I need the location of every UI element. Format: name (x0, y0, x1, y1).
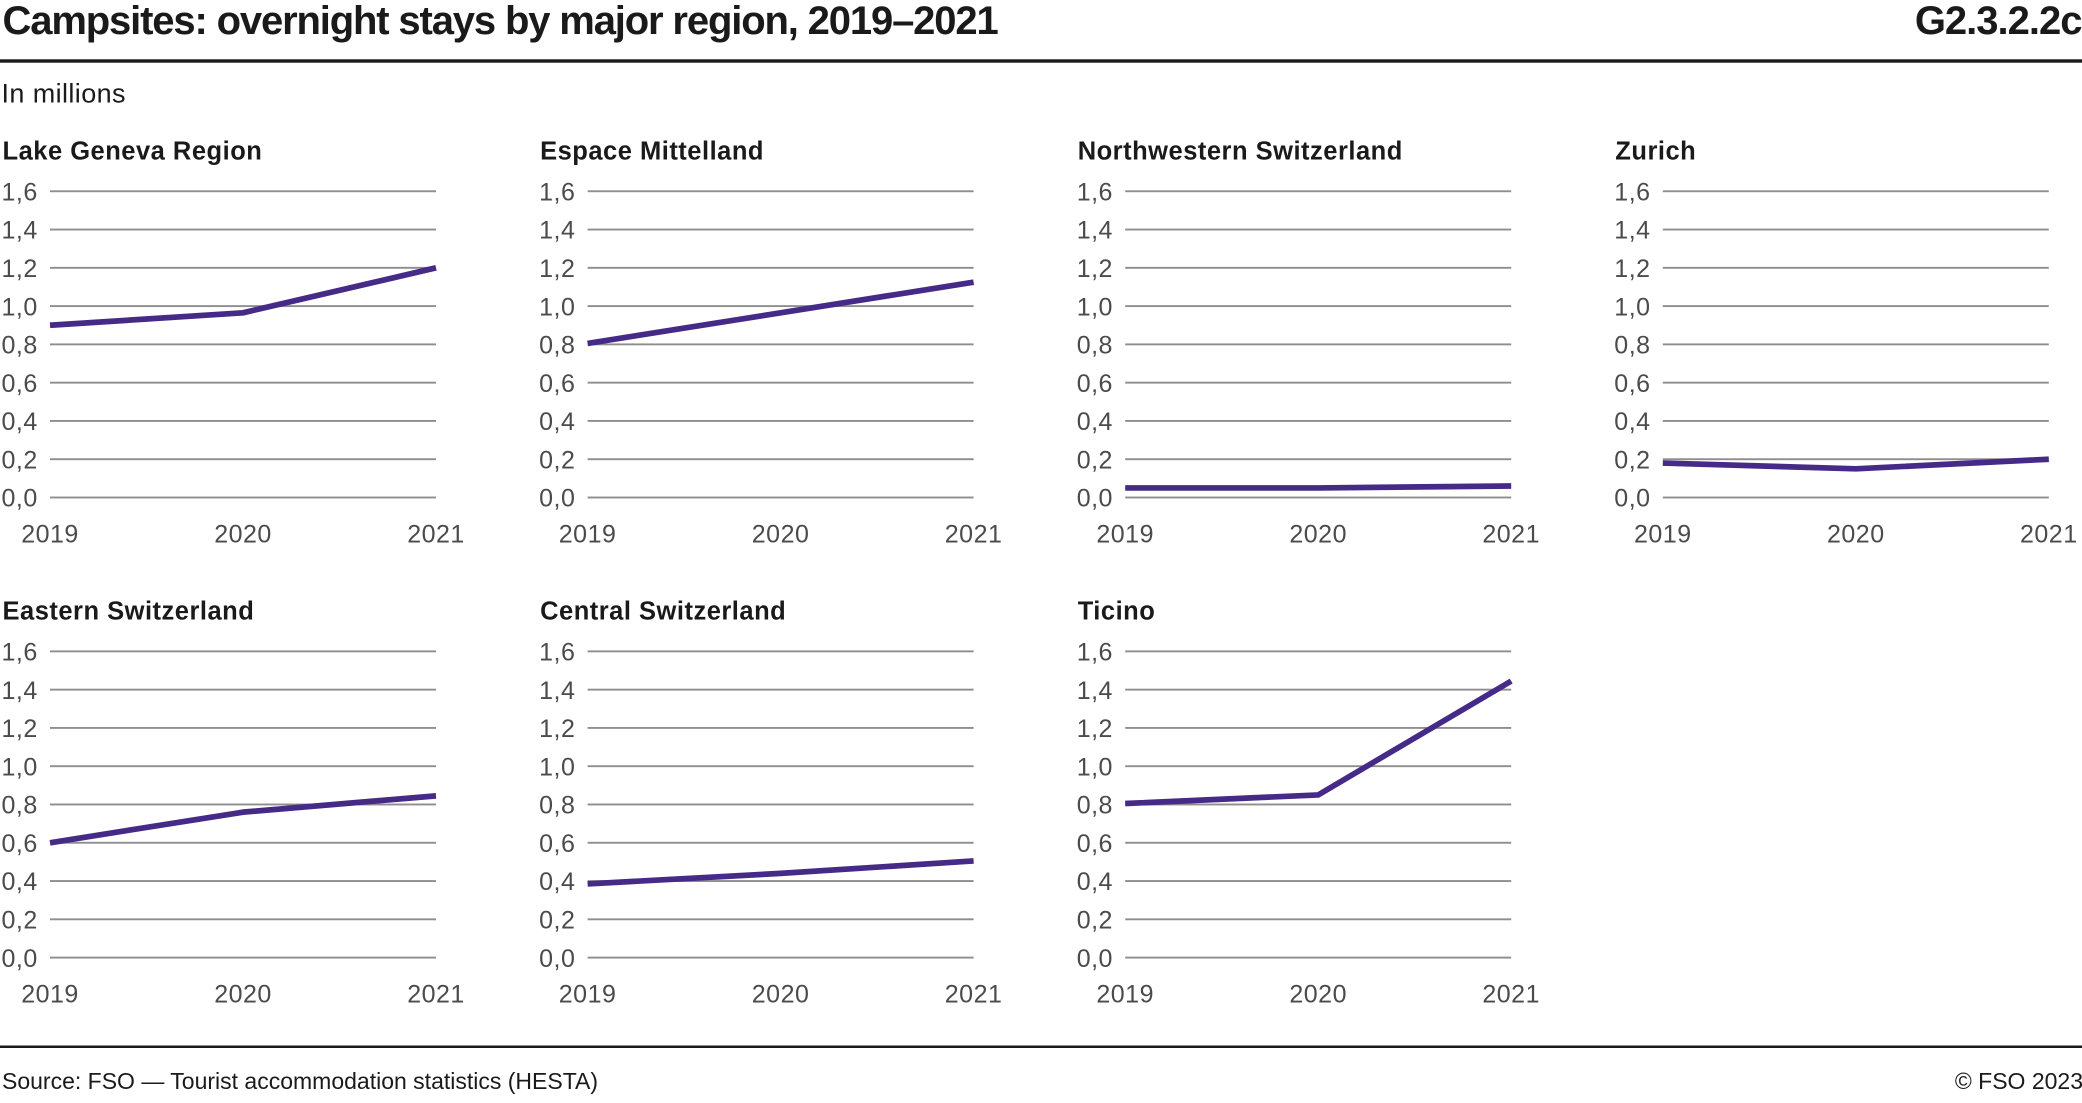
svg-text:0,8: 0,8 (539, 792, 575, 820)
svg-text:0,0: 0,0 (1077, 945, 1113, 973)
svg-text:2020: 2020 (214, 521, 272, 549)
svg-text:Source: FSO — Tourist accommod: Source: FSO — Tourist accommodation stat… (2, 1068, 598, 1094)
svg-text:1,2: 1,2 (1614, 255, 1650, 283)
svg-text:Espace Mittelland: Espace Mittelland (540, 138, 764, 166)
svg-text:2020: 2020 (1289, 521, 1347, 549)
svg-text:2020: 2020 (752, 521, 810, 549)
svg-text:0,4: 0,4 (1077, 868, 1113, 896)
svg-text:2021: 2021 (945, 981, 1003, 1009)
svg-text:1,0: 1,0 (539, 753, 575, 781)
svg-text:0,8: 0,8 (1614, 332, 1650, 360)
svg-text:Lake Geneva Region: Lake Geneva Region (3, 138, 263, 166)
svg-text:0,4: 0,4 (539, 868, 575, 896)
svg-text:1,6: 1,6 (539, 178, 575, 206)
svg-text:2021: 2021 (407, 981, 465, 1009)
svg-text:Eastern Switzerland: Eastern Switzerland (3, 598, 255, 626)
svg-text:2020: 2020 (752, 981, 810, 1009)
svg-text:1,2: 1,2 (1077, 255, 1113, 283)
svg-text:2019: 2019 (559, 981, 617, 1009)
svg-text:0,4: 0,4 (1077, 408, 1113, 436)
svg-text:0,0: 0,0 (2, 485, 38, 513)
svg-text:0,0: 0,0 (539, 485, 575, 513)
svg-text:0,4: 0,4 (2, 408, 38, 436)
svg-text:2020: 2020 (1827, 521, 1885, 549)
svg-text:2019: 2019 (21, 521, 79, 549)
svg-text:0,6: 0,6 (1077, 830, 1113, 858)
svg-text:1,6: 1,6 (2, 639, 38, 667)
svg-text:2020: 2020 (214, 981, 272, 1009)
svg-text:Northwestern Switzerland: Northwestern Switzerland (1078, 138, 1403, 166)
svg-text:0,8: 0,8 (2, 332, 38, 360)
svg-text:0,2: 0,2 (2, 907, 38, 935)
svg-text:1,6: 1,6 (1614, 178, 1650, 206)
svg-text:2021: 2021 (945, 521, 1003, 549)
svg-text:Ticino: Ticino (1078, 598, 1156, 626)
svg-text:0,0: 0,0 (539, 945, 575, 973)
svg-text:1,0: 1,0 (2, 293, 38, 321)
svg-text:1,6: 1,6 (539, 639, 575, 667)
svg-text:1,4: 1,4 (1614, 217, 1650, 245)
svg-text:In millions: In millions (2, 79, 126, 109)
svg-text:2021: 2021 (1482, 521, 1540, 549)
svg-text:0,2: 0,2 (539, 907, 575, 935)
svg-text:1,4: 1,4 (1077, 677, 1113, 705)
svg-text:© FSO 2023: © FSO 2023 (1955, 1068, 2082, 1094)
svg-text:0,6: 0,6 (1077, 370, 1113, 398)
svg-text:2021: 2021 (2020, 521, 2078, 549)
svg-text:0,2: 0,2 (1077, 446, 1113, 474)
svg-text:0,4: 0,4 (539, 408, 575, 436)
svg-text:1,0: 1,0 (1614, 293, 1650, 321)
svg-text:0,2: 0,2 (539, 446, 575, 474)
svg-text:0,8: 0,8 (2, 792, 38, 820)
svg-text:1,4: 1,4 (1077, 217, 1113, 245)
svg-text:1,4: 1,4 (2, 217, 38, 245)
svg-text:0,2: 0,2 (1614, 446, 1650, 474)
svg-text:0,0: 0,0 (1077, 485, 1113, 513)
svg-text:2019: 2019 (21, 981, 79, 1009)
svg-text:0,4: 0,4 (1614, 408, 1650, 436)
svg-text:2019: 2019 (559, 521, 617, 549)
svg-text:1,2: 1,2 (2, 715, 38, 743)
svg-text:Campsites: overnight stays by: Campsites: overnight stays by major regi… (3, 0, 999, 43)
svg-text:1,0: 1,0 (2, 753, 38, 781)
svg-text:2020: 2020 (1289, 981, 1347, 1009)
svg-text:2021: 2021 (407, 521, 465, 549)
svg-text:1,6: 1,6 (1077, 178, 1113, 206)
svg-text:1,0: 1,0 (1077, 293, 1113, 321)
svg-text:Central Switzerland: Central Switzerland (540, 598, 786, 626)
svg-text:1,0: 1,0 (1077, 753, 1113, 781)
svg-text:2021: 2021 (1482, 981, 1540, 1009)
svg-text:2019: 2019 (1096, 521, 1154, 549)
svg-text:1,4: 1,4 (539, 217, 575, 245)
svg-text:0,6: 0,6 (539, 830, 575, 858)
svg-text:1,2: 1,2 (2, 255, 38, 283)
svg-text:G2.3.2.2c: G2.3.2.2c (1915, 0, 2082, 43)
svg-text:1,6: 1,6 (1077, 639, 1113, 667)
svg-text:1,4: 1,4 (539, 677, 575, 705)
svg-text:0,6: 0,6 (1614, 370, 1650, 398)
svg-text:0,6: 0,6 (539, 370, 575, 398)
svg-text:1,2: 1,2 (539, 715, 575, 743)
svg-text:0,8: 0,8 (1077, 332, 1113, 360)
svg-text:Zurich: Zurich (1615, 138, 1696, 166)
svg-text:0,2: 0,2 (1077, 907, 1113, 935)
svg-text:0,6: 0,6 (2, 370, 38, 398)
svg-text:1,2: 1,2 (1077, 715, 1113, 743)
svg-text:1,2: 1,2 (539, 255, 575, 283)
svg-text:0,0: 0,0 (2, 945, 38, 973)
svg-text:0,8: 0,8 (539, 332, 575, 360)
svg-text:1,6: 1,6 (2, 178, 38, 206)
svg-text:1,4: 1,4 (2, 677, 38, 705)
svg-text:0,2: 0,2 (2, 446, 38, 474)
svg-text:0,8: 0,8 (1077, 792, 1113, 820)
svg-text:2019: 2019 (1634, 521, 1692, 549)
svg-text:0,0: 0,0 (1614, 485, 1650, 513)
svg-text:1,0: 1,0 (539, 293, 575, 321)
svg-text:0,6: 0,6 (2, 830, 38, 858)
svg-text:2019: 2019 (1096, 981, 1154, 1009)
svg-text:0,4: 0,4 (2, 868, 38, 896)
